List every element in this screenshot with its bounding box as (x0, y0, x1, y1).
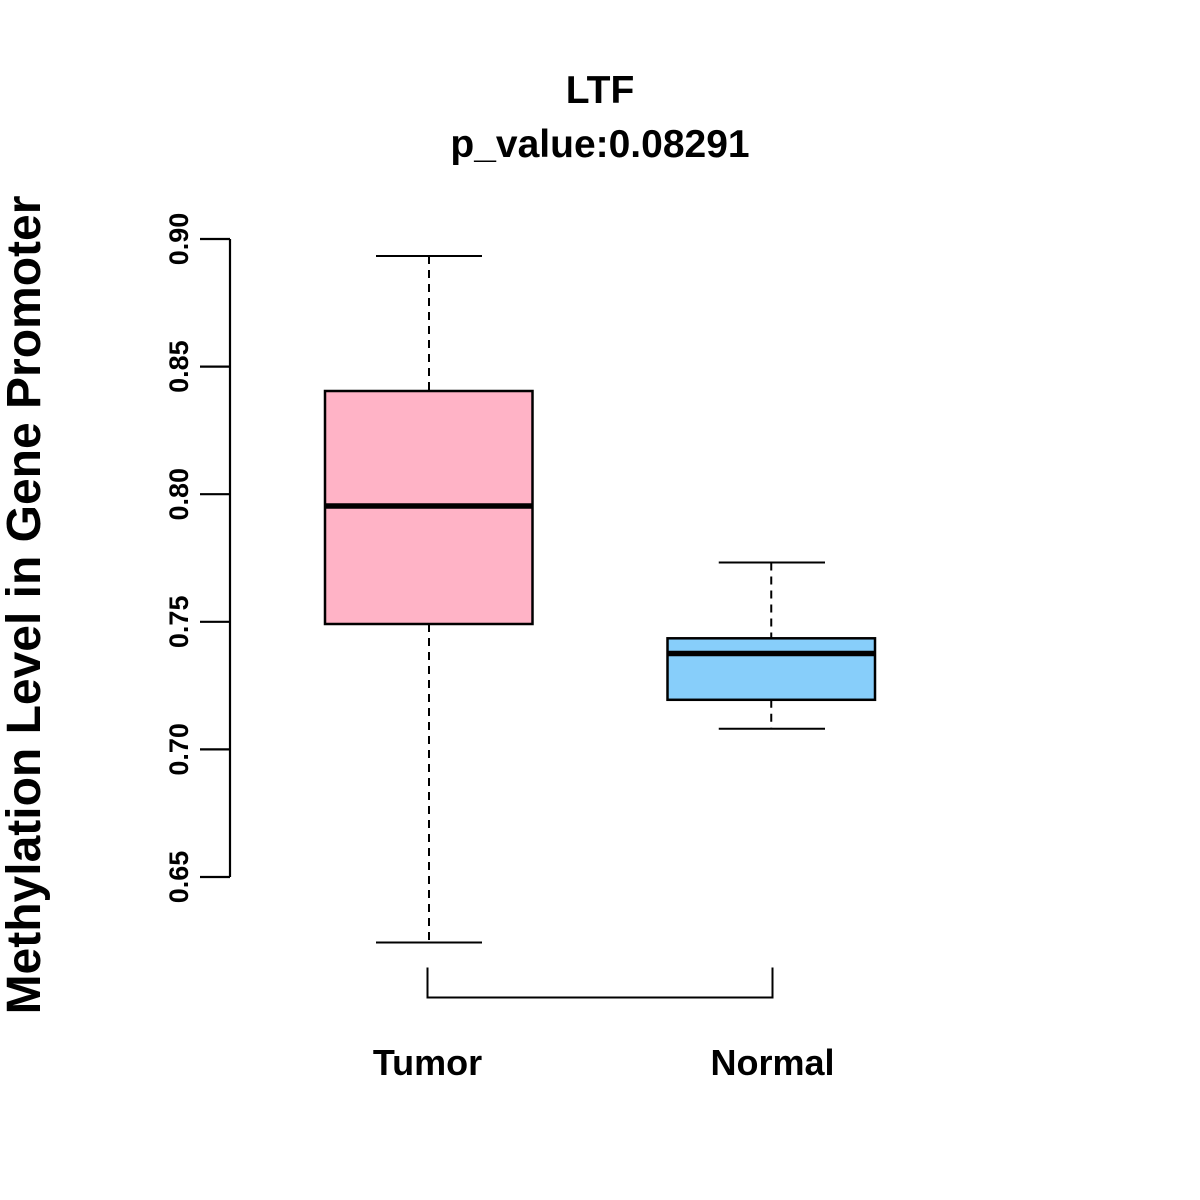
svg-text:LTF: LTF (566, 69, 635, 112)
svg-text:p_value:0.08291: p_value:0.08291 (450, 123, 749, 166)
svg-text:Methylation Level in Gene Prom: Methylation Level in Gene Promoter (0, 196, 51, 1015)
svg-text:0.70: 0.70 (164, 723, 194, 776)
svg-text:0.85: 0.85 (164, 340, 194, 393)
svg-text:Normal: Normal (710, 1042, 834, 1083)
svg-text:0.90: 0.90 (164, 213, 194, 266)
svg-text:Tumor: Tumor (373, 1042, 482, 1083)
svg-text:0.65: 0.65 (164, 851, 194, 904)
svg-text:0.80: 0.80 (164, 468, 194, 521)
svg-text:0.75: 0.75 (164, 596, 194, 649)
